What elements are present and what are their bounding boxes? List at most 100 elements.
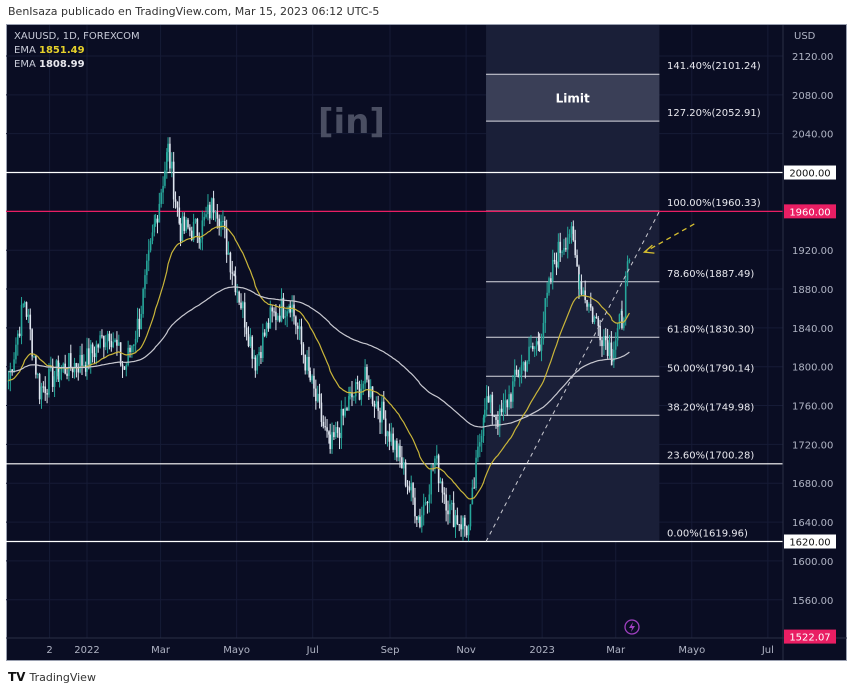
candle-body (530, 346, 532, 348)
candle-body (533, 346, 536, 350)
candle-body (464, 517, 466, 527)
candle-body (504, 400, 507, 403)
candle-body (338, 432, 341, 439)
candle-body (623, 317, 625, 329)
candle-body (225, 228, 228, 255)
candle-body (7, 380, 10, 382)
price-label-box (784, 534, 836, 549)
candle-body (199, 239, 202, 243)
candle-body (508, 394, 510, 408)
candle-body (435, 455, 438, 459)
candle-body (546, 292, 548, 299)
candle-body (164, 170, 166, 186)
candle-body (229, 252, 232, 273)
candle-body (368, 379, 370, 398)
time-tick: 2022 (74, 645, 99, 656)
candle-body (318, 393, 321, 403)
candle-body (147, 250, 150, 261)
candle-body (60, 367, 63, 372)
candle-body (342, 408, 345, 416)
candle-body (331, 432, 333, 450)
candle-body (447, 510, 449, 515)
price-label-box (784, 204, 836, 219)
candle-body (132, 344, 135, 347)
candle-body (190, 230, 193, 241)
candle-body (201, 220, 204, 240)
candle-body (22, 303, 25, 305)
candle-body (181, 216, 184, 241)
candle-body (597, 318, 600, 327)
fib-level-label: 50.00%(1790.14) (667, 363, 754, 374)
candle-body (247, 334, 250, 347)
candle-body (561, 251, 563, 253)
price-tick: 1760.00 (792, 402, 833, 413)
candle-body (495, 416, 497, 420)
candle-body (166, 152, 168, 171)
candle-body (610, 342, 613, 360)
candle-body (465, 526, 468, 536)
candle-body (344, 408, 346, 416)
candle-body (260, 352, 262, 358)
candle-body (502, 402, 505, 413)
candle-body (169, 143, 171, 169)
candle-body (353, 396, 355, 398)
candle-body (563, 248, 565, 252)
candle-body (57, 360, 60, 380)
fib-level-label: 127.20%(2052.91) (667, 108, 761, 119)
candle-body (203, 216, 206, 221)
chart-frame[interactable] (6, 24, 847, 661)
candle-body (381, 401, 383, 423)
ema-fast-legend: EMA 1851.49 (14, 45, 85, 56)
candle-body (441, 481, 444, 493)
candle-body (308, 356, 310, 371)
candle-body (187, 219, 189, 228)
candle-body (392, 433, 394, 450)
candle-body (377, 401, 379, 411)
candle-body (88, 348, 90, 365)
candle-body (396, 440, 398, 458)
candle-body (178, 207, 181, 224)
candle-body (591, 307, 594, 323)
candle-body (390, 433, 393, 442)
candle-body (616, 328, 619, 341)
candle-body (593, 316, 596, 323)
price-tick: 1920.00 (792, 246, 833, 257)
candle-body (439, 481, 442, 484)
candle-body (209, 204, 211, 219)
candle-body (284, 316, 287, 318)
fib-level-label: 78.60%(1887.49) (667, 269, 754, 280)
candle-body (142, 289, 144, 314)
candle-body (462, 517, 464, 530)
candle-body (125, 364, 128, 370)
lightning-bolt-icon (629, 622, 635, 632)
footer-brand: TradingView (29, 670, 96, 684)
candle-body (334, 427, 337, 438)
time-tick: Jul (306, 645, 319, 656)
candle-body (397, 445, 400, 458)
candle-body (179, 223, 182, 241)
candle-body (242, 302, 244, 309)
candle-body (55, 360, 58, 377)
candle-body (295, 316, 297, 326)
candle-body (515, 369, 518, 375)
candle-body (394, 440, 396, 450)
candle-body (174, 199, 177, 202)
candle-body (263, 332, 266, 336)
candle-body (254, 357, 257, 371)
candle-body (422, 504, 425, 516)
candle-body (340, 408, 343, 439)
candle-body (553, 259, 556, 262)
ema-slow-legend: EMA 1808.99 (14, 59, 85, 70)
price-tick: 1680.00 (792, 479, 833, 490)
candle-body (450, 502, 453, 505)
candle-body (265, 322, 268, 336)
candle-body (83, 365, 85, 367)
candle-body (408, 486, 411, 491)
candle-body (354, 382, 357, 397)
candle-body (483, 409, 486, 418)
candle-body (489, 394, 492, 403)
candle-body (103, 335, 105, 348)
candle-body (351, 392, 353, 398)
candle-body (296, 325, 299, 329)
